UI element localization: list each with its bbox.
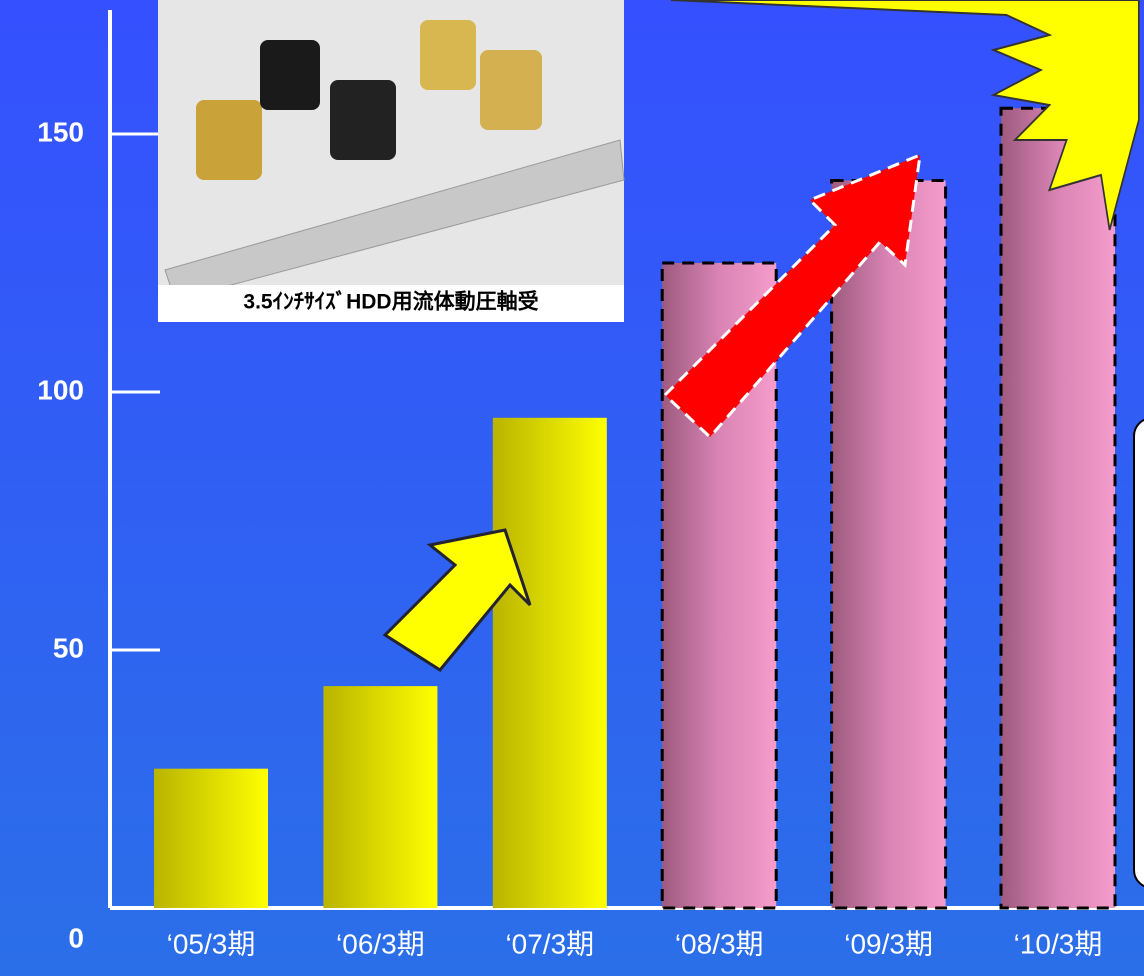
x-tick-label: ‘07/3期: [505, 928, 594, 959]
bar: [323, 686, 438, 908]
photo-caption: 3.5ｲﾝﾁｻｲｽﾞHDD用流体動圧軸受: [243, 290, 538, 314]
bar: [999, 106, 1117, 910]
x-tick-label: ‘10/3期: [1014, 928, 1103, 959]
x-tick-label: ‘06/3期: [336, 928, 425, 959]
x-tick-label: ‘05/3期: [167, 928, 256, 959]
bar: [830, 178, 948, 910]
x-tick-label: ‘09/3期: [844, 928, 933, 959]
photo: 3.5ｲﾝﾁｻｲｽﾞHDD用流体動圧軸受: [158, 0, 625, 322]
y-tick-label: 0: [68, 922, 84, 953]
growth-arrow: [382, 528, 532, 672]
y-tick-label: 150: [37, 116, 84, 147]
bar: [154, 768, 268, 908]
y-tick-label: 100: [37, 374, 84, 405]
note-box: [1133, 418, 1144, 888]
x-tick-label: ‘08/3期: [675, 928, 764, 959]
bar: [492, 417, 607, 908]
starburst: [670, 0, 1140, 231]
growth-arrow-large: [662, 152, 922, 440]
y-tick-label: 50: [53, 632, 84, 663]
